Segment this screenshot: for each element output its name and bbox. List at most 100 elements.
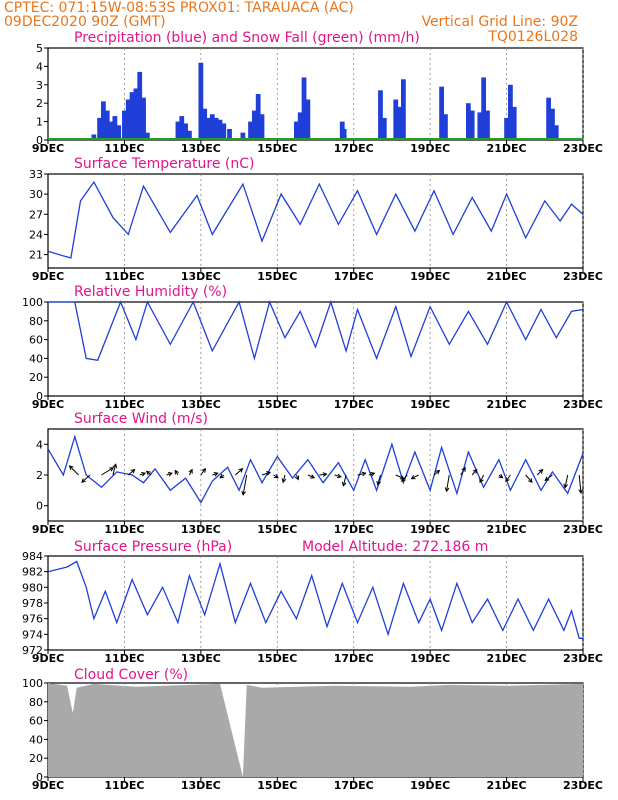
wind-arrow-head [376,480,381,486]
y-tick-label: 60 [29,334,43,347]
y-tick-label: 30 [29,188,43,201]
wind-arrow [112,463,118,476]
wind-arrow-head [544,476,550,482]
precip-bar [305,99,311,140]
wind-arrow-shaft [112,464,117,476]
y-tick-label: 974 [22,628,43,641]
wind-arrow-head [68,465,74,470]
x-tick-label: 11DEC [104,270,144,283]
x-tick-label: 23DEC [563,652,603,665]
wind-arrow-shaft [261,471,271,476]
precip-bar [202,108,208,140]
precip-bar [469,110,475,140]
precip-bar [122,110,127,140]
wind-arrow-head [109,467,115,472]
wind-arrow [166,471,173,477]
precip-bar [465,103,471,140]
wind-arrow [145,470,152,476]
y-tick-label: 24 [29,228,43,241]
precip-bar [183,123,188,140]
precip-bar [108,121,114,140]
wind-arrow-head [130,468,136,474]
wind-arrow-shaft [234,468,243,476]
humidity-panel: Relative Humidity (%) 9DEC 11DEC 13DEC 15DE… [22,284,603,411]
x-tick-label: 9DEC [32,779,64,792]
x-tick-label: 23DEC [563,398,603,411]
wind-arrow-head [370,471,376,477]
wind-arrow [127,468,136,476]
wind-arrow-shaft [200,468,206,476]
wind-arrow-head [538,468,544,474]
y-tick-label: 978 [22,597,43,610]
x-tick-label: 21DEC [487,398,527,411]
wind-arrow [536,468,544,476]
wind-arrow [81,474,91,483]
precip-bar [553,125,559,140]
wind-arrow-shaft [505,474,511,482]
x-tick-label: 17DEC [334,523,374,536]
wind-arrow-head [174,469,179,475]
wind-line [47,434,584,504]
wind-arrow-shaft [101,467,114,476]
x-tick-label: 19DEC [410,652,450,665]
precip-bar [508,84,513,140]
wind-arrow-shaft [433,470,440,476]
wind-arrow [433,469,441,476]
wind-arrow [376,474,381,486]
x-tick-label: 13DEC [181,398,221,411]
y-tick-label: 4 [36,60,43,73]
wind-arrow-shaft [334,474,342,478]
precip-bar [485,110,490,140]
precip-bar [378,90,383,140]
wind-arrow [544,474,553,482]
y-tick-label: 4 [36,438,43,451]
precip-bar [206,117,211,140]
precip-bar [301,77,307,140]
wind-arrow-head [201,467,206,473]
x-tick-label: 9DEC [32,652,64,665]
wind-arrow-shaft [460,467,466,476]
y-tick-label: 80 [29,315,43,328]
wind-arrow-head [266,471,272,476]
wind-arrow [174,469,179,476]
y-tick-label: 982 [22,566,43,579]
precip-bar [240,132,246,140]
x-tick-label: 23DEC [563,779,603,792]
y-tick-label: 40 [29,352,43,365]
precip-bar [227,128,232,140]
y-tick-label: 21 [29,249,43,262]
x-tick-label: 17DEC [334,398,374,411]
precip-bar [259,114,265,140]
precip-bar [144,132,150,140]
wind-arrow [212,471,219,477]
wind-arrow [460,466,466,476]
wind-arrow-shaft [342,474,347,486]
y-tick-label: 100 [22,677,43,690]
wind-arrow [341,474,347,487]
x-tick-label: 19DEC [410,398,450,411]
wind-arrow-shaft [377,474,381,486]
wind-arrow [525,474,533,483]
y-tick-label: 980 [22,581,43,594]
x-tick-label: 21DEC [487,652,527,665]
precip-bar [439,86,444,140]
precip-bar [137,71,143,140]
wind-arrow-shaft [564,474,569,488]
precip-bar [251,110,257,140]
precip-bar [125,99,131,140]
y-tick-label: 20 [29,752,43,765]
wind-arrow [578,474,583,495]
header-grid-note: Vertical Grid Line: 90Z [422,14,578,30]
wind-arrow-head [241,490,247,496]
precip-bar [481,77,487,140]
wind-arrow-head [141,471,147,477]
y-tick-label: 1 [36,116,43,129]
wind-arrow [101,467,115,476]
y-tick-label: 33 [29,168,43,181]
y-tick-label: 0 [36,390,43,403]
y-tick-label: 0 [36,500,43,513]
precip-bar [209,114,215,140]
wind-arrow-shaft [69,465,79,476]
precip-bar [550,108,555,140]
